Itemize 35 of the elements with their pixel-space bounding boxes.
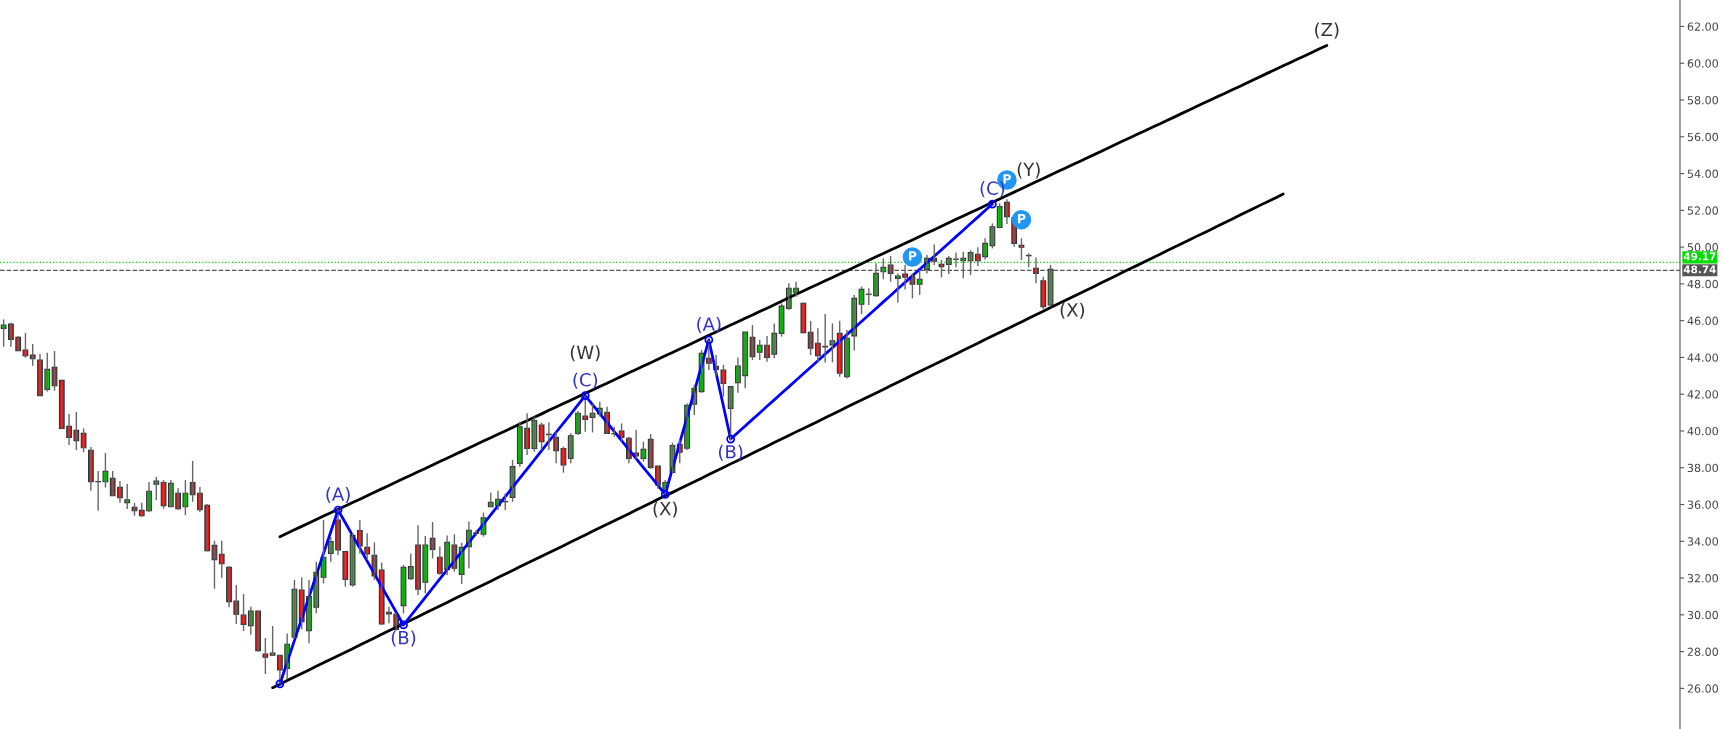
y-tick-label: 40.00 <box>1687 426 1719 436</box>
y-tick-label: 62.00 <box>1687 22 1719 31</box>
data-label: (X) <box>653 501 677 518</box>
data-label: P <box>1003 174 1011 184</box>
y-tick-label: 54.00 <box>1687 169 1719 178</box>
y-tick-label: 34.00 <box>1687 537 1719 546</box>
y-tick-label: 36.00 <box>1687 500 1719 509</box>
data-label: P <box>908 251 917 261</box>
ref-line-label: 48.74 <box>1683 265 1716 274</box>
y-tick-label: 32.00 <box>1687 574 1719 583</box>
y-tick-label: 52.00 <box>1687 206 1719 215</box>
y-tick-label: 38.00 <box>1687 463 1719 473</box>
data-label: (B) <box>718 444 743 461</box>
data-label: (C) <box>980 181 1005 198</box>
data-label: P <box>1018 214 1026 224</box>
y-tick-label: 28.00 <box>1687 647 1719 656</box>
ref-line-label: 49.17 <box>1683 252 1716 261</box>
data-label: (A) <box>326 487 350 504</box>
data-label: (W) <box>570 345 600 362</box>
data-label: (B) <box>391 630 416 647</box>
data-label: (X) <box>1060 302 1085 319</box>
y-tick-label: 30.00 <box>1687 610 1719 620</box>
data-label: (Z) <box>1315 22 1339 39</box>
y-tick-label: 56.00 <box>1687 132 1719 142</box>
y-tick-label: 60.00 <box>1687 59 1719 68</box>
data-label: (C) <box>573 372 598 389</box>
y-tick-label: 44.00 <box>1687 353 1719 362</box>
y-tick-label: 48.00 <box>1687 279 1719 289</box>
y-tick-label: 42.00 <box>1687 390 1719 399</box>
y-tick-label: 46.00 <box>1687 316 1719 326</box>
y-tick-label: 26.00 <box>1687 684 1719 693</box>
data-label: (Y) <box>1017 162 1040 179</box>
y-tick-label: 50.00 <box>1687 243 1719 252</box>
data-label: (A) <box>697 316 721 334</box>
y-tick-label: 58.00 <box>1687 95 1719 105</box>
